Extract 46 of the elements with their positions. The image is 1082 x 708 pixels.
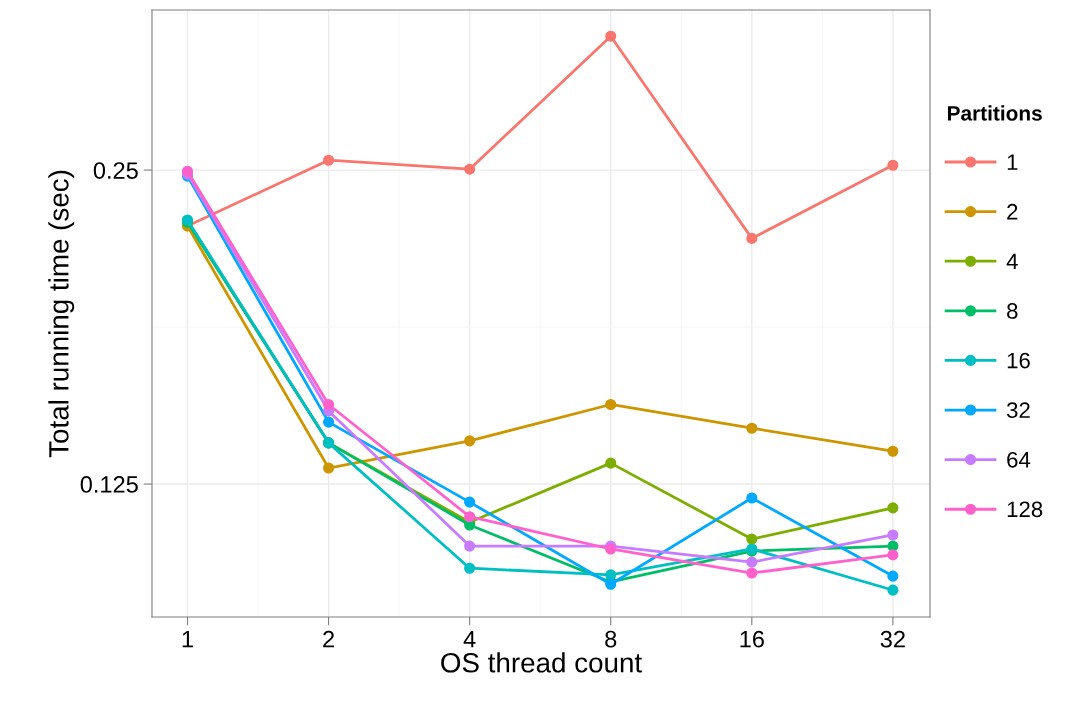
x-axis-title: OS thread count: [441, 652, 642, 673]
x-tick-label: 1: [182, 631, 193, 648]
x-tick-label: 4: [463, 631, 476, 648]
x-tick-label: 2: [323, 630, 334, 648]
y-tick-label: 0.25: [93, 162, 138, 179]
legend-label: 32: [1006, 402, 1030, 419]
point: [746, 232, 758, 244]
x-tick-label: 16: [740, 630, 764, 648]
x-tick-label: 8: [605, 630, 617, 648]
point: [746, 556, 758, 568]
legend-label: 1: [1007, 154, 1018, 170]
point: [887, 445, 899, 457]
point: [887, 502, 899, 514]
point: [887, 529, 899, 541]
legend-label: 128: [1007, 501, 1043, 518]
point: [746, 567, 758, 579]
legend-label: 16: [1007, 352, 1030, 369]
point: [605, 398, 617, 411]
point: [605, 457, 617, 469]
legend-label: 2: [1007, 203, 1018, 220]
point: [887, 570, 899, 582]
legend-label: 8: [1007, 303, 1018, 319]
point: [887, 584, 899, 596]
point: [464, 540, 476, 552]
legend-label: 4: [1006, 253, 1018, 269]
point: [887, 549, 899, 561]
y-axis-title: Total running time (sec): [48, 170, 75, 458]
point: [464, 511, 476, 523]
x-tick-label: 32: [880, 630, 905, 648]
legend-title: Partitions: [948, 105, 1042, 121]
point: [323, 154, 335, 166]
point: [323, 416, 335, 428]
point: [464, 562, 476, 574]
point: [605, 569, 617, 581]
point: [323, 398, 335, 411]
y-tick-label: 0.125: [80, 476, 138, 493]
point: [887, 159, 899, 171]
point: [746, 533, 758, 545]
point: [464, 496, 476, 508]
point: [464, 163, 476, 175]
point: [746, 422, 758, 434]
point: [323, 462, 335, 474]
point: [464, 435, 476, 447]
point: [746, 492, 758, 504]
point: [605, 30, 617, 42]
legend-label: 64: [1007, 451, 1031, 468]
